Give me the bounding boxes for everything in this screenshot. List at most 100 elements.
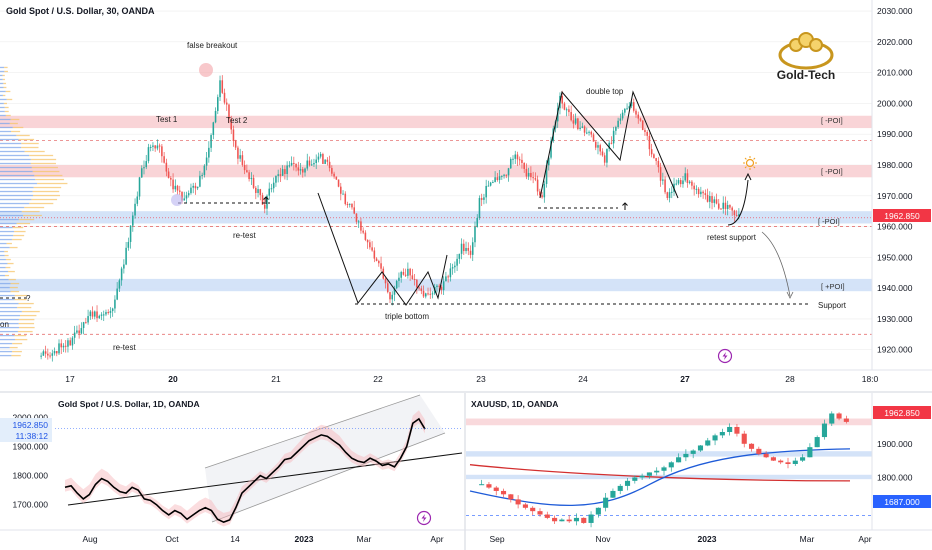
lightning-icon[interactable] bbox=[416, 510, 432, 526]
xauusd-last-price: 1962.850 bbox=[884, 408, 920, 418]
candle-body bbox=[284, 169, 286, 174]
candle-body bbox=[348, 203, 351, 205]
candle-body bbox=[263, 204, 266, 209]
profile-bar bbox=[0, 210, 22, 213]
candle-body bbox=[355, 213, 358, 222]
candle-body bbox=[107, 312, 109, 314]
profile-bar bbox=[0, 154, 30, 157]
candle-body bbox=[102, 314, 105, 316]
xauusd-candle-body bbox=[544, 514, 550, 518]
candle-body bbox=[174, 185, 177, 190]
profile-bar bbox=[0, 206, 25, 209]
xauusd-candle-body bbox=[748, 443, 755, 449]
candle-body bbox=[167, 171, 170, 178]
profile-bar bbox=[0, 102, 4, 105]
profile-bar bbox=[0, 254, 5, 257]
main-y-tick-5: 1970.000 bbox=[877, 191, 913, 201]
xauusd-candle-body bbox=[603, 497, 609, 508]
candle-body bbox=[85, 322, 87, 324]
candle-body bbox=[342, 193, 344, 195]
candle-body bbox=[532, 177, 534, 179]
candle-body bbox=[170, 177, 172, 180]
label-question: ? bbox=[26, 294, 31, 303]
daily-time-axis[interactable]: Aug Oct 14 2023 Mar Apr bbox=[82, 534, 443, 544]
profile-bar bbox=[0, 158, 31, 161]
profile-bar bbox=[0, 178, 36, 181]
pattern-drawings bbox=[0, 63, 808, 306]
candle-body bbox=[266, 195, 268, 209]
candle-body bbox=[543, 183, 546, 198]
candle-body bbox=[243, 164, 246, 171]
candle-body bbox=[248, 172, 250, 180]
daily-chart-panel[interactable]: 2000.000 1900.000 1800.000 1700.000 1962.85… bbox=[0, 391, 932, 550]
profile-bar bbox=[0, 346, 10, 349]
candle-body bbox=[474, 226, 476, 243]
xauusd-candle-body bbox=[727, 426, 733, 432]
candle-body bbox=[53, 351, 56, 354]
profile-bar bbox=[0, 250, 5, 253]
xauusd-candle-body bbox=[661, 467, 667, 471]
label-on: on bbox=[0, 320, 9, 329]
profile-bar bbox=[0, 334, 15, 337]
candle-body bbox=[328, 161, 331, 169]
lightning-icon[interactable] bbox=[717, 348, 733, 364]
candle-body bbox=[509, 158, 512, 169]
profile-bar bbox=[0, 174, 35, 177]
candle-body bbox=[219, 80, 221, 98]
profile-bar bbox=[14, 230, 26, 233]
candle-body bbox=[729, 205, 731, 208]
candle-body bbox=[431, 293, 434, 295]
candle-body bbox=[317, 156, 320, 160]
xauusd-last-price-badge bbox=[873, 406, 931, 419]
candle-body bbox=[496, 177, 499, 181]
candle-body bbox=[346, 204, 349, 206]
main-price-axis[interactable]: 1920.000 1930.000 1940.000 1950.000 1960.000… bbox=[871, 0, 931, 370]
candle-body bbox=[565, 109, 568, 111]
candle-body bbox=[228, 104, 230, 119]
profile-bar bbox=[4, 110, 9, 113]
profile-bar bbox=[0, 222, 17, 225]
candle-body bbox=[105, 312, 107, 315]
main-y-tick-3: 1950.000 bbox=[877, 252, 913, 262]
profile-bar bbox=[11, 130, 21, 133]
profile-bar bbox=[34, 174, 63, 177]
xauusd-candle-body bbox=[668, 462, 674, 468]
bullish-arrowhead bbox=[744, 172, 752, 181]
candle-body bbox=[684, 173, 686, 181]
xauusd-candle-body bbox=[763, 453, 769, 458]
candle-body bbox=[192, 185, 194, 188]
candle-body bbox=[536, 179, 539, 192]
candle-body bbox=[480, 198, 483, 200]
main-chart-panel[interactable]: false breakout Test 1 Test 2 re-test re-… bbox=[0, 0, 872, 370]
xauusd-candle-body bbox=[821, 423, 828, 438]
candle-body bbox=[246, 170, 248, 173]
profile-bar bbox=[0, 66, 5, 69]
xauusd-candle-body bbox=[792, 460, 798, 464]
daily-price-axis[interactable]: 2000.000 1900.000 1800.000 1700.000 bbox=[13, 412, 49, 509]
xauusd-candle-body bbox=[552, 517, 558, 522]
xauusd-time-axis[interactable]: Sep Nov 2023 Mar Apr bbox=[489, 534, 871, 544]
main-y-tick-2: 1940.000 bbox=[877, 283, 913, 293]
candle-body bbox=[125, 247, 127, 265]
profile-bar bbox=[5, 258, 11, 261]
zone-label-poi-3: [ -POI] bbox=[818, 217, 840, 226]
main-time-axis[interactable]: 17 20 21 22 23 24 27 28 18:0 bbox=[0, 369, 932, 384]
profile-bar bbox=[0, 202, 30, 205]
candle-body bbox=[281, 169, 284, 176]
profile-bar bbox=[9, 246, 18, 249]
sun-icon bbox=[743, 156, 757, 170]
main-candles bbox=[40, 75, 740, 362]
candle-body bbox=[116, 288, 118, 300]
candle-body bbox=[340, 186, 342, 194]
candle-body bbox=[270, 188, 273, 190]
candle-body bbox=[523, 162, 525, 169]
candle-body bbox=[621, 112, 624, 119]
candle-body bbox=[449, 268, 452, 278]
xauusd-chart-panel[interactable]: XAUUSD, 1D, OANDA 2000.0001900.0001800.0… bbox=[466, 393, 932, 544]
candle-body bbox=[429, 293, 432, 295]
candle-body bbox=[208, 147, 210, 158]
candle-body bbox=[178, 190, 181, 192]
candle-body bbox=[143, 167, 145, 169]
candle-body bbox=[398, 277, 400, 281]
candle-body bbox=[58, 343, 60, 354]
